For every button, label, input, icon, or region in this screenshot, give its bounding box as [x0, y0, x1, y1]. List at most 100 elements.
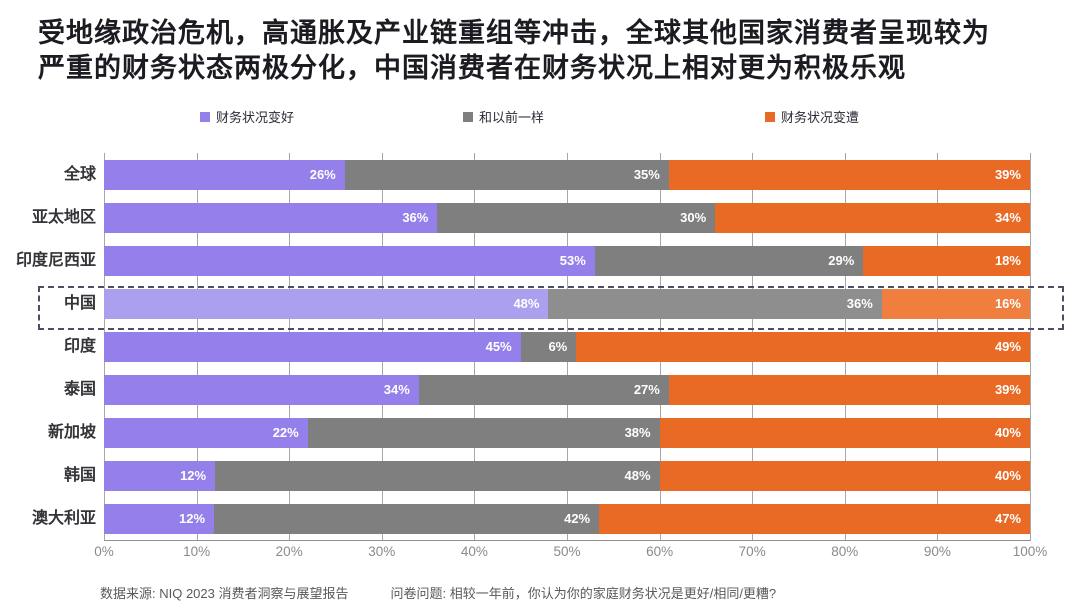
axis-tick-label: 90%: [923, 544, 951, 559]
bar-segment: 38%: [307, 417, 660, 448]
bar-segment: 39%: [668, 159, 1030, 190]
legend-marker: [765, 111, 775, 122]
category-label: 亚太地区: [31, 208, 96, 226]
bar-value-label: 34%: [383, 382, 410, 397]
bar-row: 26% 35% 39%: [104, 159, 1030, 190]
bar-segment: 26%: [104, 159, 345, 190]
page-title-line-1: 受地缘政治危机，高通胀及产业链重组等冲击，全球其他国家消费者呈现较为: [38, 18, 990, 48]
bar-row: 12% 48% 40%: [104, 460, 1030, 491]
bar-value-label: 22%: [272, 425, 299, 440]
bar-segment: 29%: [594, 245, 864, 276]
bar-segment: 34%: [104, 374, 419, 405]
bar-value-label: 12%: [180, 468, 207, 483]
category-label: 印度尼西亚: [15, 251, 96, 269]
legend-item: 和以前一样: [463, 107, 544, 126]
bar-value-label: 36%: [402, 210, 429, 225]
bar-value-label: 39%: [994, 167, 1021, 182]
bar-segment: 45%: [104, 331, 521, 362]
axis-tick-label: 0%: [94, 544, 114, 559]
legend-label: 和以前一样: [479, 110, 545, 125]
bar-value-label: 27%: [633, 382, 660, 397]
bar-segment: 18%: [863, 245, 1030, 276]
category-label: 新加坡: [47, 423, 96, 441]
axis-tick-label: 80%: [831, 544, 859, 559]
gridline: [1030, 153, 1031, 540]
bar-segment: 27%: [418, 374, 669, 405]
bar-value-label: 42%: [564, 511, 591, 526]
bar-row: 48% 36% 16%: [104, 288, 1030, 319]
bar-value-label: 34%: [994, 210, 1021, 225]
bar-segment: 36%: [548, 288, 882, 319]
bar-value-label: 35%: [633, 167, 660, 182]
bar-value-label: 39%: [994, 382, 1021, 397]
bar-segment: 48%: [104, 288, 549, 319]
survey-question-note: 问卷问题: 相较一年前，你认为你的家庭财务状况是更好/相同/更糟?: [390, 586, 777, 601]
x-axis: 0% 10% 20% 30% 40% 50% 60% 70% 80% 90% 100%: [0, 544, 1080, 564]
bar-row: 36% 30% 34%: [104, 202, 1030, 233]
category-label: 中国: [63, 294, 96, 312]
bar-segment: 35%: [344, 159, 669, 190]
bar-segment: 40%: [659, 417, 1030, 448]
category-label: 韩国: [63, 466, 96, 484]
legend-item: 财务状况变遭: [765, 107, 859, 126]
bar-value-label: 48%: [624, 468, 651, 483]
china-highlight-box: [38, 286, 1064, 330]
axis-tick-label: 50%: [553, 544, 581, 559]
bar-row: 45% 6% 49%: [104, 331, 1030, 362]
axis-tick-label: 30%: [368, 544, 396, 559]
bar-value-label: 12%: [179, 511, 206, 526]
bar-segment: 36%: [104, 202, 438, 233]
bar-value-label: 47%: [994, 511, 1022, 526]
bar-row: 22% 38% 40%: [104, 417, 1030, 448]
category-label: 澳大利亚: [31, 509, 96, 527]
bar-value-label: 45%: [485, 339, 512, 354]
axis-tick-label: 70%: [738, 544, 766, 559]
bar-value-label: 48%: [513, 296, 540, 311]
bar-value-label: 40%: [994, 468, 1021, 483]
bar-segment: 42%: [214, 503, 600, 534]
stacked-bar-chart: 26% 35% 39% 36% 30% 34% 53% 29% 18% 48% 36% 16% 45% 6…: [0, 153, 1080, 541]
bar-segment: 48%: [215, 460, 660, 491]
chart-legend: 财务状况变好 和以前一样 财务状况变遭: [0, 107, 1080, 129]
bar-value-label: 38%: [624, 425, 651, 440]
legend-item: 财务状况变好: [200, 107, 294, 126]
legend-label: 财务状况变遭: [781, 110, 860, 125]
bar-value-label: 18%: [994, 253, 1021, 268]
bar-value-label: 49%: [994, 339, 1021, 354]
bar-segment: 49%: [576, 331, 1030, 362]
bar-value-label: 36%: [846, 296, 873, 311]
bar-value-label: 40%: [994, 425, 1021, 440]
axis-tick-label: 60%: [646, 544, 674, 559]
bar-segment: 16%: [881, 288, 1030, 319]
page-title: 受地缘政治危机，高通胀及产业链重组等冲击，全球其他国家消费者呈现较为 严重的财务…: [38, 16, 1048, 86]
bar-row: 34% 27% 39%: [104, 374, 1030, 405]
page-title-line-2: 严重的财务状态两极分化，中国消费者在财务状况上相对更为积极乐观: [38, 53, 906, 83]
bar-segment: 22%: [104, 417, 308, 448]
bar-segment: 30%: [437, 202, 716, 233]
bar-segment: 34%: [715, 202, 1030, 233]
legend-marker: [463, 111, 473, 122]
bar-value-label: 53%: [559, 253, 586, 268]
axis-tick-label: 100%: [1012, 544, 1048, 559]
bar-value-label: 6%: [548, 339, 568, 354]
legend-label: 财务状况变好: [216, 110, 295, 125]
bar-segment: 40%: [659, 460, 1030, 491]
axis-tick-label: 10%: [183, 544, 211, 559]
category-label: 泰国: [63, 380, 96, 398]
data-source-note: 数据来源: NIQ 2023 消费者洞察与展望报告: [100, 586, 349, 601]
axis-tick-label: 40%: [460, 544, 488, 559]
bar-segment: 53%: [104, 245, 595, 276]
bar-value-label: 29%: [828, 253, 855, 268]
legend-marker: [200, 111, 210, 122]
category-label: 印度: [63, 337, 96, 355]
bar-segment: 39%: [668, 374, 1030, 405]
bar-segment: 47%: [599, 503, 1031, 534]
axis-tick-label: 20%: [275, 544, 303, 559]
bar-row: 12% 42% 47%: [104, 503, 1031, 534]
bar-segment: 12%: [104, 503, 215, 534]
bar-value-label: 30%: [680, 210, 707, 225]
bar-row: 53% 29% 18%: [104, 245, 1030, 276]
bar-segment: 12%: [104, 460, 216, 491]
plot-area: 26% 35% 39% 36% 30% 34% 53% 29% 18% 48% 36% 16% 45% 6…: [104, 153, 1031, 540]
